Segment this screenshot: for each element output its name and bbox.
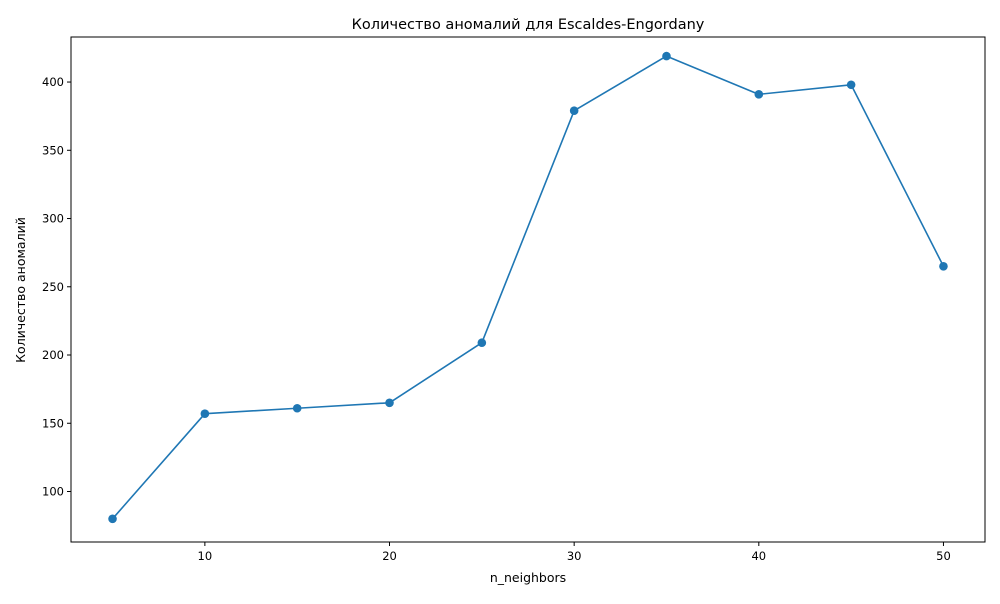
x-axis-label: n_neighbors [490, 570, 566, 585]
plot-area: 10 20 30 40 50 100 150 200 250 300 350 400 [42, 36, 986, 563]
data-point [477, 338, 487, 348]
series-line [111, 55, 945, 520]
data-point [200, 409, 210, 419]
data-point [292, 403, 302, 413]
y-tick-label: 400 [42, 75, 64, 89]
y-tick-label: 200 [42, 348, 64, 362]
x-tick-label: 40 [751, 549, 766, 563]
x-tick-label: 10 [198, 549, 213, 563]
plot-frame [70, 36, 986, 543]
data-point [569, 106, 579, 116]
data-point [754, 90, 764, 99]
y-tick-label: 250 [42, 280, 64, 294]
y-tick-label: 300 [42, 212, 64, 226]
data-point [108, 514, 117, 524]
data-point [662, 51, 671, 61]
x-tick-label: 20 [382, 549, 397, 563]
chart-title: Количество аномалий для Escaldes-Engorda… [352, 17, 705, 33]
data-point [939, 261, 948, 271]
y-tick-label: 350 [42, 143, 64, 157]
y-tick-label: 100 [42, 485, 64, 499]
x-tick-label: 50 [936, 549, 951, 563]
x-tick-label: 30 [567, 549, 582, 563]
data-point [846, 80, 856, 90]
y-axis-label: Количество аномалий [13, 217, 28, 363]
y-tick-label: 150 [42, 416, 64, 430]
data-point [385, 398, 394, 408]
